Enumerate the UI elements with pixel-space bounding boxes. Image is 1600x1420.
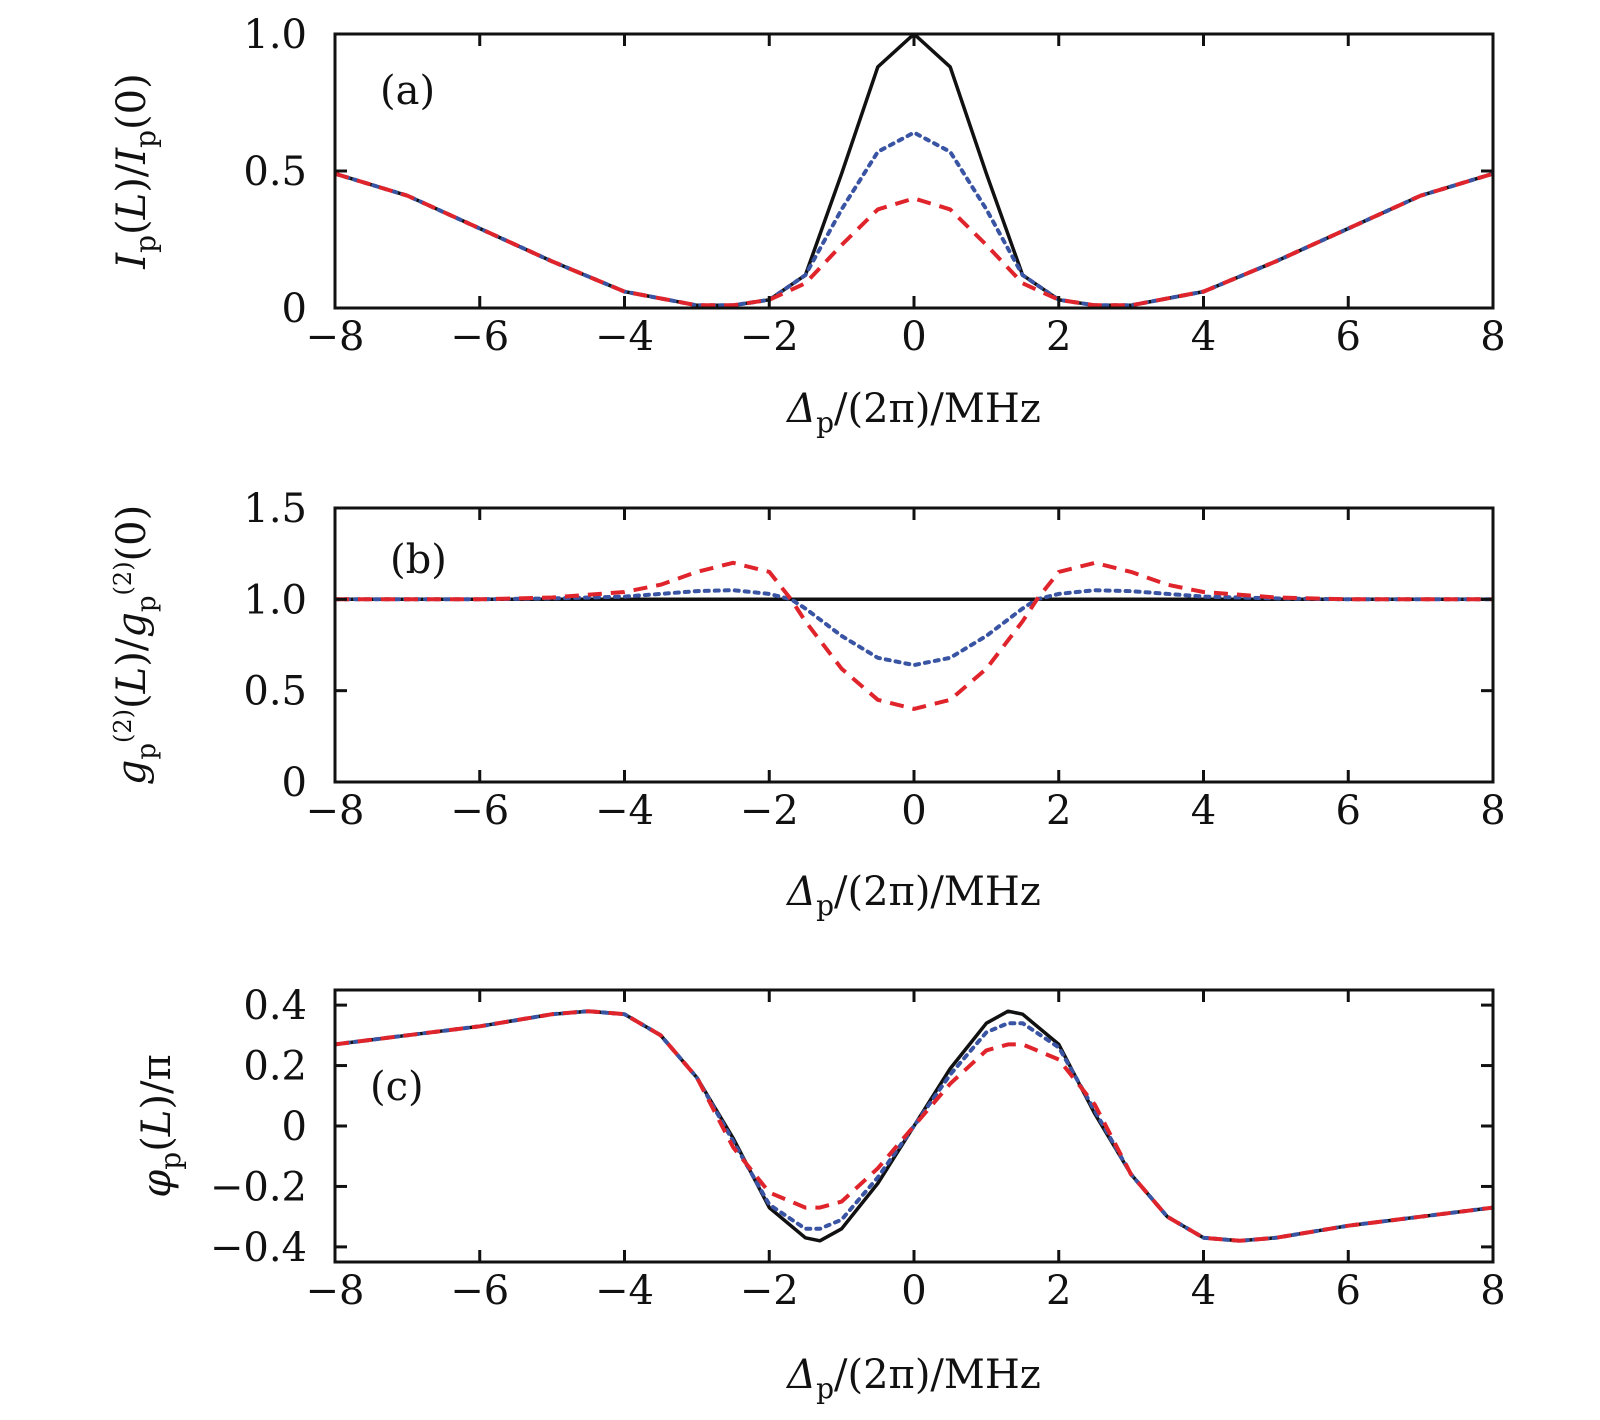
panel-a: −8 −6 −4 −2 0 2 4 6 8 0 0.5 1.0 (a) Δp/(2π)/MHz Ip(L)/… — [109, 12, 1506, 439]
x-tick-label: −2 — [740, 788, 799, 834]
series-line-dotted — [335, 1009, 1493, 1243]
x-tick-label: 2 — [1046, 788, 1071, 834]
x-tick-label: −8 — [306, 788, 365, 834]
x-axis-title: Δp/(2π)/MHz — [785, 386, 1041, 439]
x-tick-label: 8 — [1480, 788, 1505, 834]
series-line-dotted — [335, 130, 1493, 308]
y-tick-label: 1.0 — [243, 577, 307, 623]
x-axis-title: Δp/(2π)/MHz — [785, 869, 1041, 922]
x-tick-label: 0 — [901, 788, 926, 834]
y-tick-label: 0.4 — [243, 983, 307, 1029]
x-tick-label: −2 — [740, 314, 799, 360]
y-tick-label: 0.5 — [243, 149, 307, 195]
x-tick-label: 4 — [1191, 314, 1216, 360]
x-axis-title: Δp/(2π)/MHz — [785, 1352, 1041, 1405]
x-tick-label: −8 — [306, 1268, 365, 1314]
series-group — [335, 1009, 1493, 1243]
series-line-dashed — [335, 560, 1493, 711]
series-line-dashed — [335, 1009, 1493, 1243]
x-tick-label: 6 — [1336, 1268, 1361, 1314]
y-tick-label: −0.2 — [210, 1164, 307, 1210]
y-tick-label: 0.2 — [243, 1044, 307, 1090]
y-tick-label: 0.5 — [243, 669, 307, 715]
y-tick-label: 1.5 — [243, 486, 307, 532]
plot-frame — [333, 32, 1495, 310]
x-tick-label: 4 — [1191, 788, 1216, 834]
series-line-dotted — [335, 588, 1493, 668]
x-tick-label: 2 — [1046, 1268, 1071, 1314]
series-line-dashed — [335, 171, 1493, 308]
y-tick-label: 0 — [282, 760, 307, 806]
series-line-solid — [335, 34, 1493, 308]
y-tick-label: 0 — [282, 286, 307, 332]
x-tick-label: −4 — [595, 788, 654, 834]
x-tick-label: −6 — [450, 314, 509, 360]
plot-frame — [333, 506, 1495, 784]
panel-b: −8 −6 −4 −2 0 2 4 6 8 0 0.5 1.0 1.5 (b) Δp/(2π)/MHz gp(… — [109, 486, 1506, 922]
panel-label: (a) — [380, 68, 435, 114]
panel-label: (c) — [370, 1064, 424, 1110]
y-tick-label: 0 — [282, 1104, 307, 1150]
y-axis-title: φp(L)/π — [134, 1054, 187, 1198]
x-tick-label: 8 — [1480, 1268, 1505, 1314]
x-tick-label: 6 — [1336, 788, 1361, 834]
y-tick-label: 1.0 — [243, 12, 307, 58]
x-tick-label: 0 — [901, 1268, 926, 1314]
y-axis-title: gp(2)(L)/gp(2)(0) — [109, 505, 162, 785]
x-tick-label: −4 — [595, 314, 654, 360]
x-tick-label: 8 — [1480, 314, 1505, 360]
x-tick-label: 4 — [1191, 1268, 1216, 1314]
y-tick-label: −0.4 — [210, 1225, 307, 1271]
x-tick-label: 6 — [1336, 314, 1361, 360]
y-axis-title: Ip(L)/Ip(0) — [109, 73, 162, 269]
x-tick-label: −8 — [306, 314, 365, 360]
panel-label: (b) — [390, 537, 447, 583]
x-tick-label: −6 — [450, 1268, 509, 1314]
series-group — [335, 34, 1493, 308]
x-tick-label: 0 — [901, 314, 926, 360]
panel-c: −8 −6 −4 −2 0 2 4 6 8 −0.4 −0.2 0 0.2 0.4 (c) Δp/(2π)/M… — [134, 983, 1506, 1405]
x-tick-label: −6 — [450, 788, 509, 834]
x-tick-label: −2 — [740, 1268, 799, 1314]
x-tick-label: −4 — [595, 1268, 654, 1314]
x-tick-label: 2 — [1046, 314, 1071, 360]
series-group — [335, 560, 1493, 711]
